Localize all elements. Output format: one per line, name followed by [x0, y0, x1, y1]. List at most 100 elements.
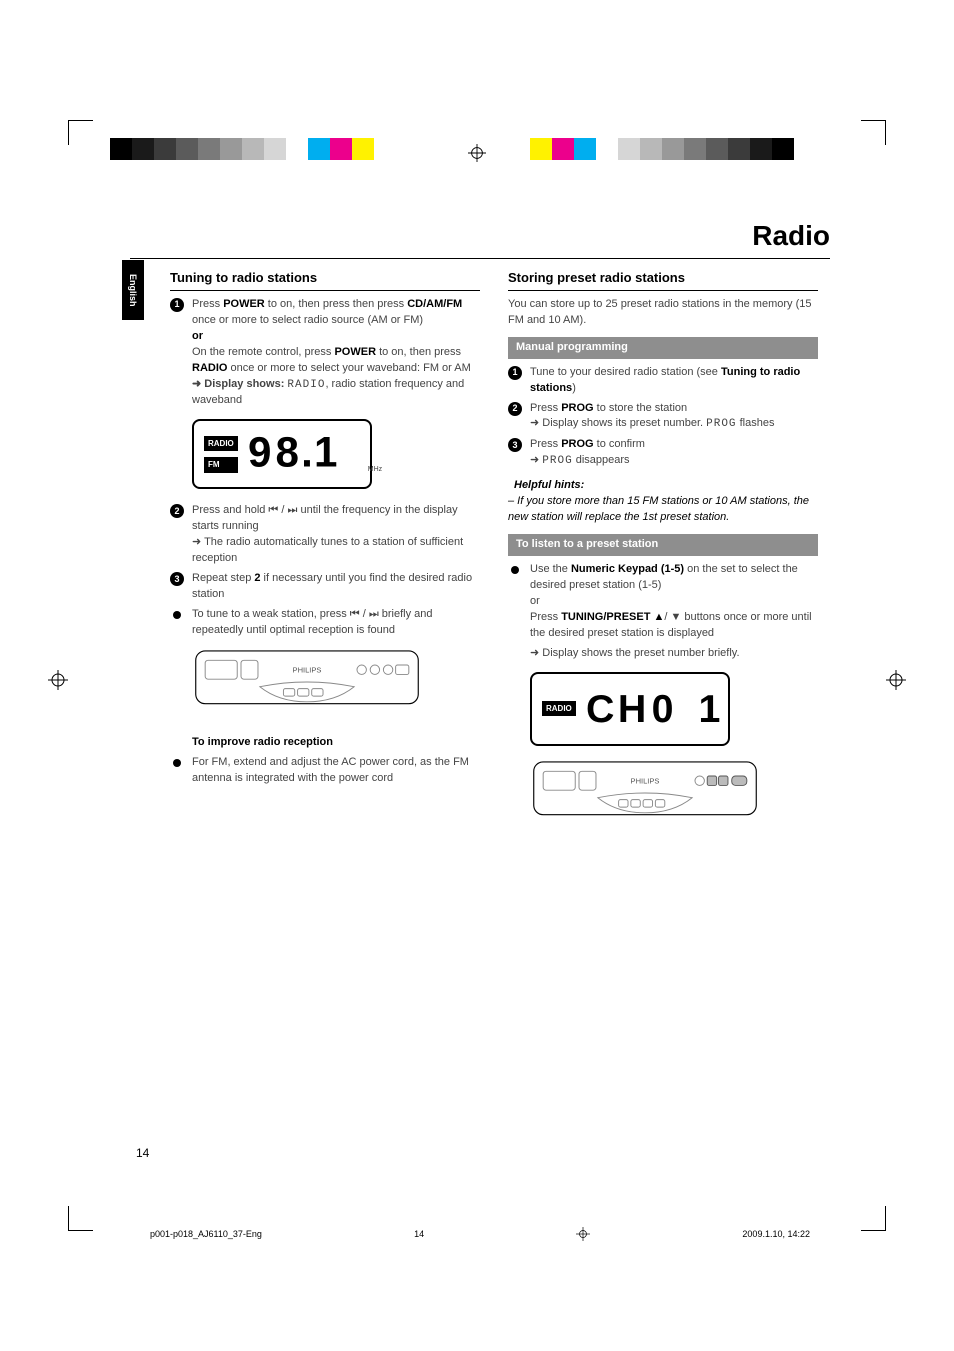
lcd-display-illustration: RADIO C H 0 1	[530, 672, 730, 746]
color-block	[530, 138, 552, 160]
step-number-badge: 3	[508, 438, 522, 452]
color-block	[220, 138, 242, 160]
registration-strip	[0, 130, 954, 180]
color-block	[706, 138, 728, 160]
language-tab: English	[122, 260, 144, 320]
step-number-badge: 2	[508, 402, 522, 416]
step-text: Press PROG to store the station	[530, 402, 687, 414]
step-number-badge: 3	[170, 572, 184, 586]
footer-timestamp: 2009.1.10, 14:22	[742, 1229, 810, 1239]
device-illustration: PHILIPS	[530, 760, 760, 832]
bullet-text: For FM, extend and adjust the AC power c…	[192, 756, 469, 784]
step-subnote: ➜ Display shows its preset number. PROG …	[530, 416, 818, 433]
bullet-icon	[173, 611, 181, 619]
print-footer: p001-p018_AJ6110_37-Eng 14 2009.1.10, 14…	[150, 1227, 810, 1241]
color-block	[132, 138, 154, 160]
step-subnote: ➜ The radio automatically tunes to a sta…	[192, 535, 480, 567]
svg-text:PHILIPS: PHILIPS	[631, 776, 660, 785]
device-illustration: PHILIPS	[192, 649, 422, 721]
step-number-badge: 1	[170, 298, 184, 312]
bullet-text: Use the Numeric Keypad (1-5) on the set …	[530, 563, 798, 591]
lcd-digits: 9 8 . 1	[248, 426, 358, 482]
color-block	[618, 138, 640, 160]
step-number-badge: 1	[508, 366, 522, 380]
bullet-item: Use the Numeric Keypad (1-5) on the set …	[508, 562, 818, 662]
bullet-icon	[173, 759, 181, 767]
svg-text:.: .	[301, 429, 313, 476]
svg-text:H: H	[618, 687, 646, 731]
color-block	[264, 138, 286, 160]
step-item: 1 Press POWER to on, then press then pre…	[170, 297, 480, 410]
color-block	[596, 138, 618, 160]
svg-text:1: 1	[314, 429, 337, 476]
color-block	[352, 138, 374, 160]
step-item: 2 Press and hold ⏮ / ⏭ until the frequen…	[170, 503, 480, 567]
lcd-badge-radio: RADIO	[204, 436, 238, 452]
step-text: Tune to your desired radio station (see …	[530, 366, 800, 394]
grey-subheading: Manual programming	[508, 337, 818, 359]
bullet-text: Press TUNING/PRESET ▲/ ▼ buttons once or…	[530, 611, 812, 639]
color-blocks-left	[110, 138, 374, 160]
color-block	[684, 138, 706, 160]
bullet-item: To tune to a weak station, press ⏮ / ⏭ b…	[170, 607, 480, 639]
color-block	[574, 138, 596, 160]
chapter-title: Radio	[130, 220, 830, 252]
step-number-badge: 2	[170, 504, 184, 518]
two-column-layout: Tuning to radio stations 1 Press POWER t…	[170, 269, 830, 846]
color-block	[110, 138, 132, 160]
footer-page: 14	[414, 1229, 424, 1239]
hint-heading: Helpful hints:	[508, 478, 818, 494]
step-subnote: ➜ Display shows the preset number briefl…	[530, 646, 818, 662]
svg-text:9: 9	[248, 429, 271, 476]
svg-text:8: 8	[275, 429, 298, 476]
step-item: 1 Tune to your desired radio station (se…	[508, 365, 818, 397]
or-label: or	[192, 330, 203, 342]
color-block	[772, 138, 794, 160]
color-block	[154, 138, 176, 160]
or-label: or	[530, 594, 818, 610]
svg-text:1: 1	[698, 687, 720, 731]
left-column: Tuning to radio stations 1 Press POWER t…	[170, 269, 480, 846]
color-block	[662, 138, 684, 160]
color-blocks-right	[530, 138, 794, 160]
page-content: Radio English Tuning to radio stations 1…	[130, 220, 830, 1160]
brand-label: PHILIPS	[293, 665, 322, 674]
svg-text:C: C	[586, 687, 614, 731]
lcd-unit: MHz	[368, 465, 382, 481]
color-block	[640, 138, 662, 160]
color-block	[242, 138, 264, 160]
footer-filename: p001-p018_AJ6110_37-Eng	[150, 1229, 262, 1239]
color-block	[750, 138, 772, 160]
step-item: 3 Press PROG to confirm ➜ PROG disappear…	[508, 437, 818, 470]
right-column: Storing preset radio stations You can st…	[508, 269, 818, 846]
grey-subheading: To listen to a preset station	[508, 534, 818, 556]
color-block	[176, 138, 198, 160]
lcd-badge-fm: FM	[204, 457, 238, 473]
color-block	[552, 138, 574, 160]
page-number: 14	[136, 1146, 149, 1160]
color-block	[308, 138, 330, 160]
color-block	[330, 138, 352, 160]
lcd-badge-radio: RADIO	[542, 701, 576, 717]
registration-target-icon	[48, 670, 68, 690]
intro-text: You can store up to 25 preset radio stat…	[508, 297, 818, 329]
registration-target-icon	[886, 670, 906, 690]
section-heading: Tuning to radio stations	[170, 269, 480, 291]
step-text: Press and hold ⏮ / ⏭ until the frequency…	[192, 504, 458, 532]
lcd-display-illustration: RADIO FM 9 8 . 1 MHz	[192, 419, 372, 489]
bullet-item: For FM, extend and adjust the AC power c…	[170, 755, 480, 787]
step-text: Press PROG to confirm	[530, 438, 645, 450]
registration-target-icon	[576, 1227, 590, 1241]
hint-body: – If you store more than 15 FM stations …	[508, 494, 818, 526]
color-block	[728, 138, 750, 160]
step-text: On the remote control, press POWER to on…	[192, 346, 471, 374]
step-item: 3 Repeat step 2 if necessary until you f…	[170, 571, 480, 603]
bullet-text: To tune to a weak station, press ⏮ / ⏭ b…	[192, 608, 433, 636]
svg-text:0: 0	[651, 687, 673, 731]
step-text: Repeat step 2 if necessary until you fin…	[192, 572, 472, 600]
step-subnote: ➜ PROG disappears	[530, 453, 818, 470]
lcd-digits: C H 0 1	[586, 681, 736, 737]
display-note: ➜ Display shows: RADIO, radio station fr…	[192, 377, 480, 410]
color-block	[286, 138, 308, 160]
bullet-icon	[511, 566, 519, 574]
